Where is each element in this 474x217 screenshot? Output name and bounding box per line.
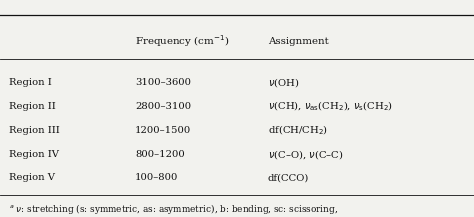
Text: Assignment: Assignment: [268, 37, 328, 46]
Text: Region V: Region V: [9, 173, 55, 182]
Text: Region I: Region I: [9, 78, 52, 87]
Text: 2800–3100: 2800–3100: [135, 102, 191, 111]
Text: $^a$ $\nu$: stretching (s: symmetric, as: asymmetric), b: bending, sc: scissorin: $^a$ $\nu$: stretching (s: symmetric, as…: [9, 202, 338, 216]
Text: Region III: Region III: [9, 126, 60, 135]
Text: 1200–1500: 1200–1500: [135, 126, 191, 135]
Text: Frequency (cm$^{-1}$): Frequency (cm$^{-1}$): [135, 33, 229, 49]
Text: Region IV: Region IV: [9, 150, 59, 159]
Text: df(CCO): df(CCO): [268, 173, 309, 182]
Text: $\nu$(OH): $\nu$(OH): [268, 76, 300, 89]
Text: 3100–3600: 3100–3600: [135, 78, 191, 87]
Text: $\nu$(C–O), $\nu$(C–C): $\nu$(C–O), $\nu$(C–C): [268, 148, 343, 161]
Text: 800–1200: 800–1200: [135, 150, 185, 159]
Text: $\nu$(CH), $\nu_{\mathrm{as}}$(CH$_2$), $\nu_{\mathrm{s}}$(CH$_2$): $\nu$(CH), $\nu_{\mathrm{as}}$(CH$_2$), …: [268, 100, 393, 113]
Text: 100–800: 100–800: [135, 173, 179, 182]
Text: Region II: Region II: [9, 102, 56, 111]
Text: df(CH/CH$_2$): df(CH/CH$_2$): [268, 123, 328, 137]
